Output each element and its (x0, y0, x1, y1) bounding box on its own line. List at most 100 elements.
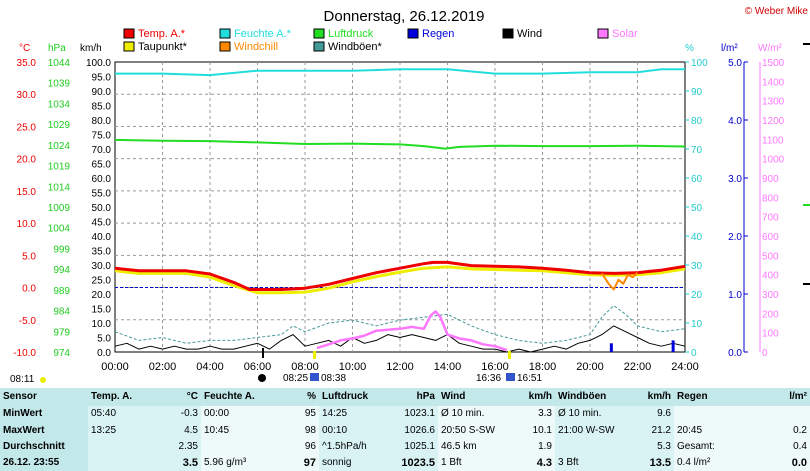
pressure-tick-label: 994 (53, 265, 70, 276)
legend-label: Regen (422, 28, 454, 40)
humidity-tick-label: 60 (691, 174, 703, 185)
solar-tick-label: 0 (762, 348, 768, 359)
rain-tick-label: 1.0 (728, 290, 742, 301)
wind-tick-label: 70.0 (92, 145, 112, 156)
series-luftdruck (114, 138, 686, 150)
legend-label: Luftdruck (328, 28, 374, 40)
pressure-tick-label: 1034 (48, 99, 71, 110)
rain-tick-label: 5.0 (728, 58, 742, 69)
series-layer (114, 68, 686, 353)
time-tick-label: 16:00 (481, 361, 509, 373)
stats-cell: 20:50 S-SW (438, 422, 506, 439)
axes-layer: 35.0 30.0 25.0 20.0 15.0 10.0 5.0 0.0 -5.0 -10.0 1… (13, 43, 810, 373)
time-tick-label: 00:00 (101, 361, 129, 373)
stats-cell: 4.5 (148, 422, 201, 439)
temp-tick-label: 0.0 (22, 284, 36, 295)
rain-tick-label: 4.0 (728, 116, 742, 127)
stats-cell: Regen (674, 388, 739, 407)
rain-bar (609, 343, 613, 352)
temp-tick-label: 15.0 (17, 187, 37, 198)
chart-title: Donnerstag, 26.12.2019 (324, 8, 485, 25)
stats-cell: 00:00 (201, 406, 264, 423)
wind-tick-label: 85.0 (92, 102, 112, 113)
time-tick-label: 20:00 (576, 361, 604, 373)
stats-row: MaxWert 13:25 4.5 10:45 98 00:10 1026.6 20:50 S… (0, 422, 810, 439)
solar-tick-label: 1200 (762, 116, 785, 127)
stats-cell: 97 (264, 454, 319, 471)
humidity-tick-label: 70 (691, 145, 703, 156)
stats-cell: 10:45 (201, 422, 264, 439)
pressure-tick-label: 979 (53, 327, 70, 338)
stats-cell: Sensor (0, 388, 88, 407)
wind-tick-label: 50.0 (92, 203, 112, 214)
stats-cell: 13.5 (628, 454, 674, 471)
sunset-label: 16:51 (517, 373, 542, 384)
sunset-marker (508, 351, 511, 359)
wind-tick-label: 60.0 (92, 174, 112, 185)
rain-bar (671, 340, 675, 352)
legend-label: Wind (517, 28, 542, 40)
solar-tick-label: 1300 (762, 97, 785, 108)
stats-cell: 0.2 (739, 422, 810, 439)
pressure-tick-label: 1009 (48, 203, 71, 214)
pressure-unit-label: hPa (48, 43, 66, 54)
weather-chart: 35.0 30.0 25.0 20.0 15.0 10.0 5.0 0.0 -5.0 -10.0 1… (10, 6, 810, 385)
humidity-tick-label: 100 (691, 58, 708, 69)
legend-swatch (123, 28, 135, 39)
humidity-tick-label: 0 (691, 348, 697, 359)
wind-tick-label: 30.0 (92, 261, 112, 272)
wind-tick-label: 25.0 (92, 276, 112, 287)
stats-cell: 0.0 (739, 454, 810, 471)
stats-cell: ^1.5hPa/h (319, 438, 385, 455)
wind-tick-label: 0.0 (97, 348, 111, 359)
series-wind (114, 325, 686, 353)
stats-cell: 10.1 (506, 422, 555, 439)
pressure-tick-label: 984 (53, 307, 70, 318)
sun-icon (40, 377, 46, 383)
legend-swatch (313, 28, 325, 39)
humidity-tick-label: 10 (691, 319, 703, 330)
stats-cell: -0.3 (148, 406, 201, 423)
stats-cell: MinWert (0, 406, 88, 423)
temp-tick-label: 5.0 (22, 251, 36, 262)
temp-tick-label: -10.0 (13, 348, 36, 359)
stats-cell: Temp. A. (88, 388, 148, 407)
solar-unit-label: W/m² (758, 43, 783, 54)
stats-cell: l/m² (739, 388, 810, 407)
stats-cell: sonnig (319, 454, 385, 471)
stats-cell: Durchschnitt (0, 438, 88, 455)
time-tick-label: 04:00 (196, 361, 224, 373)
wind-tick-label: 20.0 (92, 290, 112, 301)
legend-label: Windböen* (328, 41, 383, 53)
solar-tick-label: 100 (762, 329, 779, 340)
pressure-tick-label: 999 (53, 244, 70, 255)
stats-cell: °C (148, 388, 201, 407)
temp-tick-label: 25.0 (17, 122, 37, 133)
time-tick-label: 08:00 (291, 361, 319, 373)
wind-tick-label: 40.0 (92, 232, 112, 243)
humidity-unit-label: % (685, 43, 694, 54)
legend: Temp. A.* Feuchte A.* Luftdruck Regen Wind So… (123, 28, 638, 53)
solar-tick-label: 600 (762, 232, 779, 243)
stats-cell: 05:40 (88, 406, 148, 423)
wind-tick-label: 65.0 (92, 160, 112, 171)
legend-label: Feuchte A.* (234, 28, 292, 40)
solar-tick-label: 1100 (762, 135, 784, 146)
legend-label: Solar (612, 28, 638, 40)
solar-tick-label: 700 (762, 213, 779, 224)
stats-cell: 4.3 (506, 454, 555, 471)
solar-tick-label: 400 (762, 271, 779, 282)
stats-cell: km/h (628, 388, 674, 407)
stats-cell: 21.2 (628, 422, 674, 439)
stats-cell: 1.9 (506, 438, 555, 455)
pressure-tick-label: 1044 (48, 58, 71, 69)
sunrise-marker (313, 351, 316, 359)
stats-row: Durchschnitt 2.35 96 ^1.5hPa/h 1025.1 46.5 km… (0, 438, 810, 455)
time-tick-label: 22:00 (624, 361, 652, 373)
legend-label: Windchill (234, 41, 278, 53)
humidity-tick-label: 50 (691, 203, 703, 214)
solar-tick-label: 1400 (762, 77, 785, 88)
humidity-tick-label: 30 (691, 261, 703, 272)
wind-tick-label: 35.0 (92, 247, 112, 258)
wind-tick-label: 100.0 (86, 58, 111, 69)
